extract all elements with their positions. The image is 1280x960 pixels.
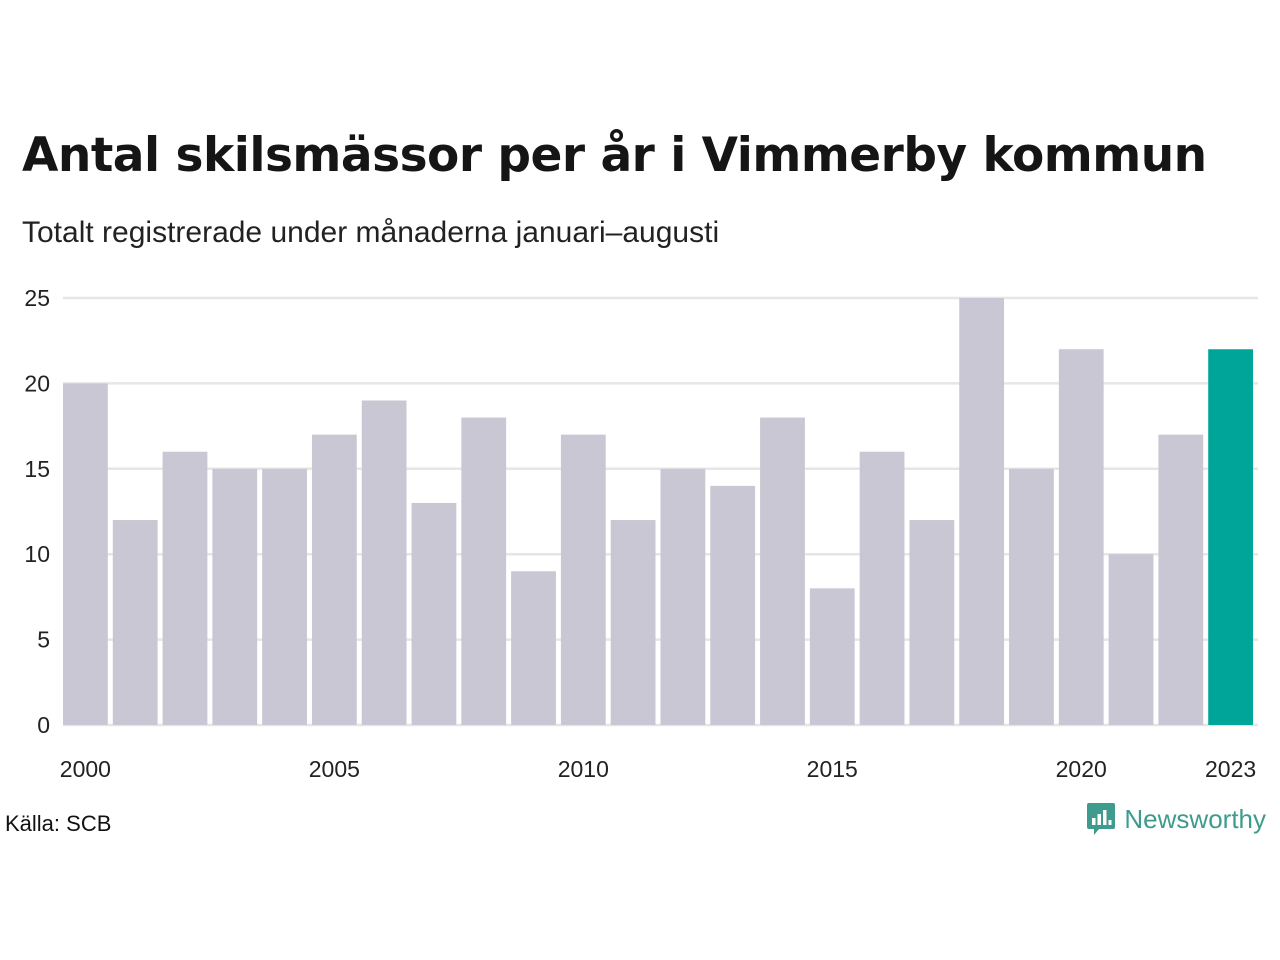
- brand-logo: Newsworthy: [1086, 802, 1266, 836]
- bars: [63, 298, 1253, 725]
- bar-2010: [560, 434, 606, 725]
- bar-2022: [1158, 434, 1204, 725]
- bar-chart-speech-bubble-icon: [1087, 803, 1116, 835]
- bar-2008: [461, 417, 507, 725]
- bar-2003: [212, 468, 258, 725]
- bar-2001: [112, 520, 158, 725]
- bar-2019: [1009, 468, 1054, 725]
- x-tick-label: 2010: [558, 756, 609, 782]
- bar-2011: [610, 520, 656, 725]
- y-tick-label: 0: [37, 712, 50, 738]
- x-tick-label: 2015: [807, 756, 858, 782]
- bar-2004: [262, 468, 307, 725]
- bar-2016: [859, 451, 905, 725]
- brand-name: Newsworthy: [1124, 803, 1266, 834]
- chart-title: Antal skilsmässor per år i Vimmerby komm…: [22, 128, 1207, 183]
- bar-2023: [1208, 349, 1253, 725]
- bar-2015: [809, 588, 855, 725]
- x-tick-label: 2000: [60, 756, 111, 782]
- source-note: Källa: SCB: [5, 811, 112, 836]
- bar-2017: [909, 520, 955, 725]
- bar-2002: [162, 451, 208, 725]
- y-tick-label: 5: [37, 627, 50, 653]
- x-tick-label: 2005: [309, 756, 360, 782]
- y-axis: 0 5 10 15 20 25: [24, 285, 50, 738]
- bar-2012: [660, 468, 706, 725]
- bar-2009: [511, 571, 556, 725]
- x-tick-label: 2023: [1205, 756, 1256, 782]
- chart-subtitle: Totalt registrerade under månaderna janu…: [22, 216, 720, 249]
- bar-2007: [411, 502, 457, 725]
- bar-2013: [710, 485, 756, 725]
- bar-2018: [959, 298, 1005, 725]
- bar-chart: 0 5 10 15 20 25 2000 2005 2010 2015 2020 2023: [24, 285, 1258, 782]
- bar-2020: [1058, 349, 1104, 725]
- bar-2006: [361, 400, 407, 725]
- bar-2000: [63, 383, 108, 725]
- x-tick-label: 2020: [1056, 756, 1107, 782]
- y-tick-label: 15: [24, 456, 50, 482]
- y-tick-label: 10: [24, 541, 50, 567]
- y-tick-label: 20: [24, 370, 50, 396]
- x-axis: 2000 2005 2010 2015 2020 2023: [60, 756, 1256, 782]
- bar-2021: [1108, 554, 1154, 725]
- y-tick-label: 25: [24, 285, 50, 311]
- bar-2005: [311, 434, 357, 725]
- bar-2014: [760, 417, 805, 725]
